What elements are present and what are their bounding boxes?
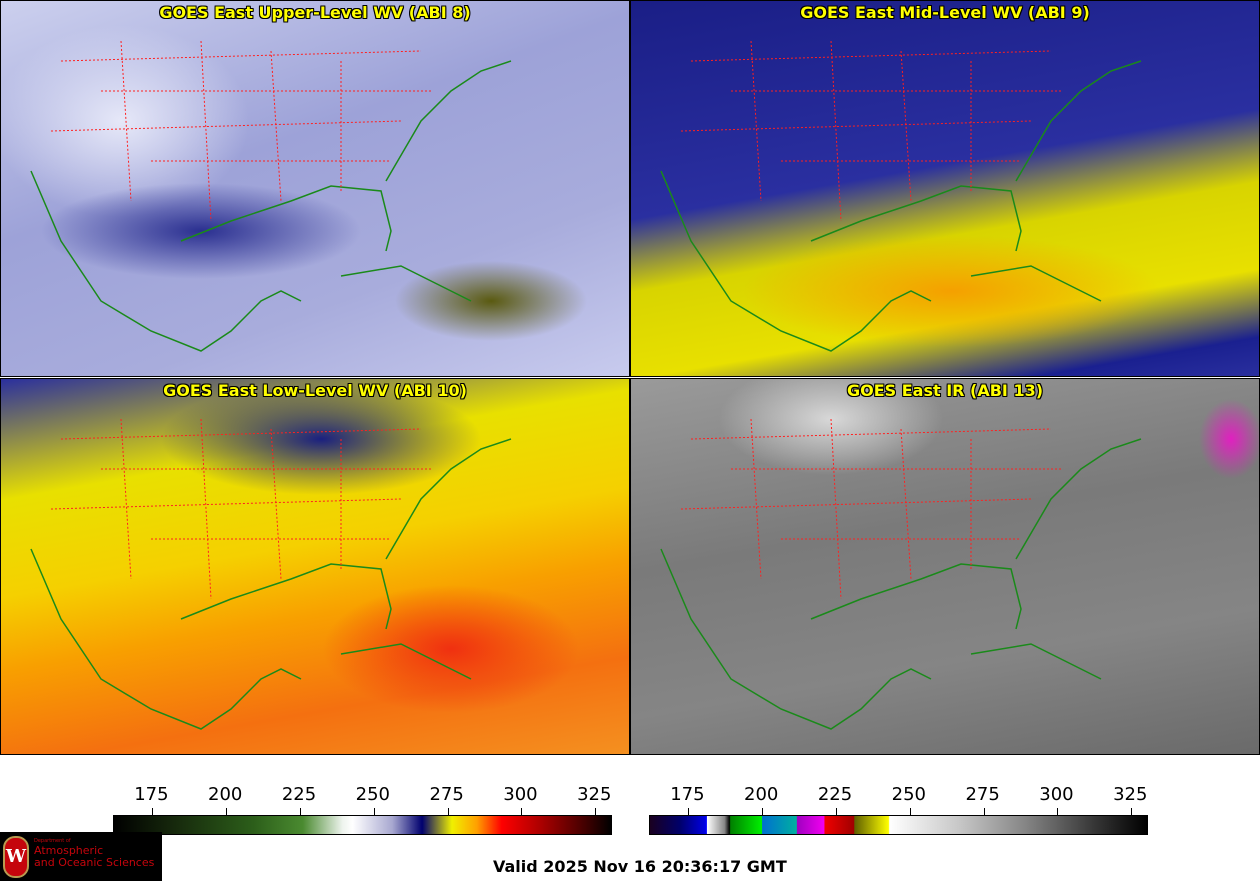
colorbar-tick-label: 325 [577, 784, 612, 805]
colorbar-tick-label: 275 [429, 784, 464, 805]
colorbar-tick [1057, 808, 1059, 816]
valid-time: Valid 2025 Nov 16 20:36:17 GMT [493, 857, 787, 876]
panel-mid-level-wv: GOES East Mid-Level WV (ABI 9) [630, 0, 1260, 377]
map-overlay [660, 418, 1142, 730]
colorbar-tick-label: 250 [891, 784, 927, 805]
colorbar-tick-label: 300 [503, 784, 538, 805]
colorbar-tick [762, 808, 764, 816]
panel-title: GOES East Mid-Level WV (ABI 9) [800, 3, 1090, 22]
colorbar-tick [226, 808, 228, 816]
map-overlay [30, 40, 512, 352]
colorbar-tick [152, 808, 154, 816]
coastline [660, 438, 1142, 730]
logo-line3: and Oceanic Sciences [34, 856, 155, 869]
colorbar-tick-label: 325 [1113, 784, 1148, 805]
panel-title: GOES East Upper-Level WV (ABI 8) [159, 3, 471, 22]
coastline [660, 60, 1142, 352]
colorbar-tick [595, 808, 597, 816]
panel-title: GOES East Low-Level WV (ABI 10) [163, 381, 467, 400]
coastline [30, 438, 512, 730]
panel-upper-level-wv: GOES East Upper-Level WV (ABI 8) [0, 0, 630, 377]
colorbar-tick-label: 275 [965, 784, 1000, 805]
state-borders [50, 418, 431, 600]
panel-title: GOES East IR (ABI 13) [846, 381, 1044, 400]
colorbar-tick-label: 250 [355, 784, 391, 805]
panel-low-level-wv: GOES East Low-Level WV (ABI 10) [0, 378, 630, 755]
colorbar-tick [983, 808, 985, 816]
colorbar-tick-label: 225 [281, 784, 317, 805]
colorbar-tick-label: 200 [208, 784, 243, 805]
colorbar-tick [300, 808, 302, 816]
map-overlay [30, 418, 512, 730]
aos-logo: W Department of Atmospheric and Oceanic S… [0, 832, 162, 881]
colorbar-tick-label: 175 [670, 784, 705, 805]
colorbar-infrared [649, 808, 1148, 835]
state-borders [680, 418, 1061, 600]
colorbar-tick-label: 225 [817, 784, 853, 805]
map-overlay [660, 40, 1142, 352]
colorbar-tick-label: 200 [744, 784, 779, 805]
colorbar-tick [1131, 808, 1133, 816]
colorbar-tick [373, 808, 375, 816]
coastline [30, 60, 512, 352]
colorbar-tick-label: 300 [1039, 784, 1074, 805]
logo-line2: Atmospheric [34, 844, 104, 857]
panel-ir: GOES East IR (ABI 13) [630, 378, 1260, 755]
logo-name: Atmospheric and Oceanic Sciences [34, 845, 154, 869]
uw-seal-icon: W [3, 836, 29, 878]
colorbar-tick [909, 808, 911, 816]
state-borders [680, 40, 1061, 222]
colorbar-tick-label: 175 [134, 784, 169, 805]
logo-line1: Department of [34, 838, 71, 844]
colorbar-water-vapor [113, 808, 612, 835]
colorbar-tick [836, 808, 838, 816]
colorbar-tick [447, 808, 449, 816]
colorbar-tick [688, 808, 690, 816]
colorbar-tick [521, 808, 523, 816]
state-borders [50, 40, 431, 222]
